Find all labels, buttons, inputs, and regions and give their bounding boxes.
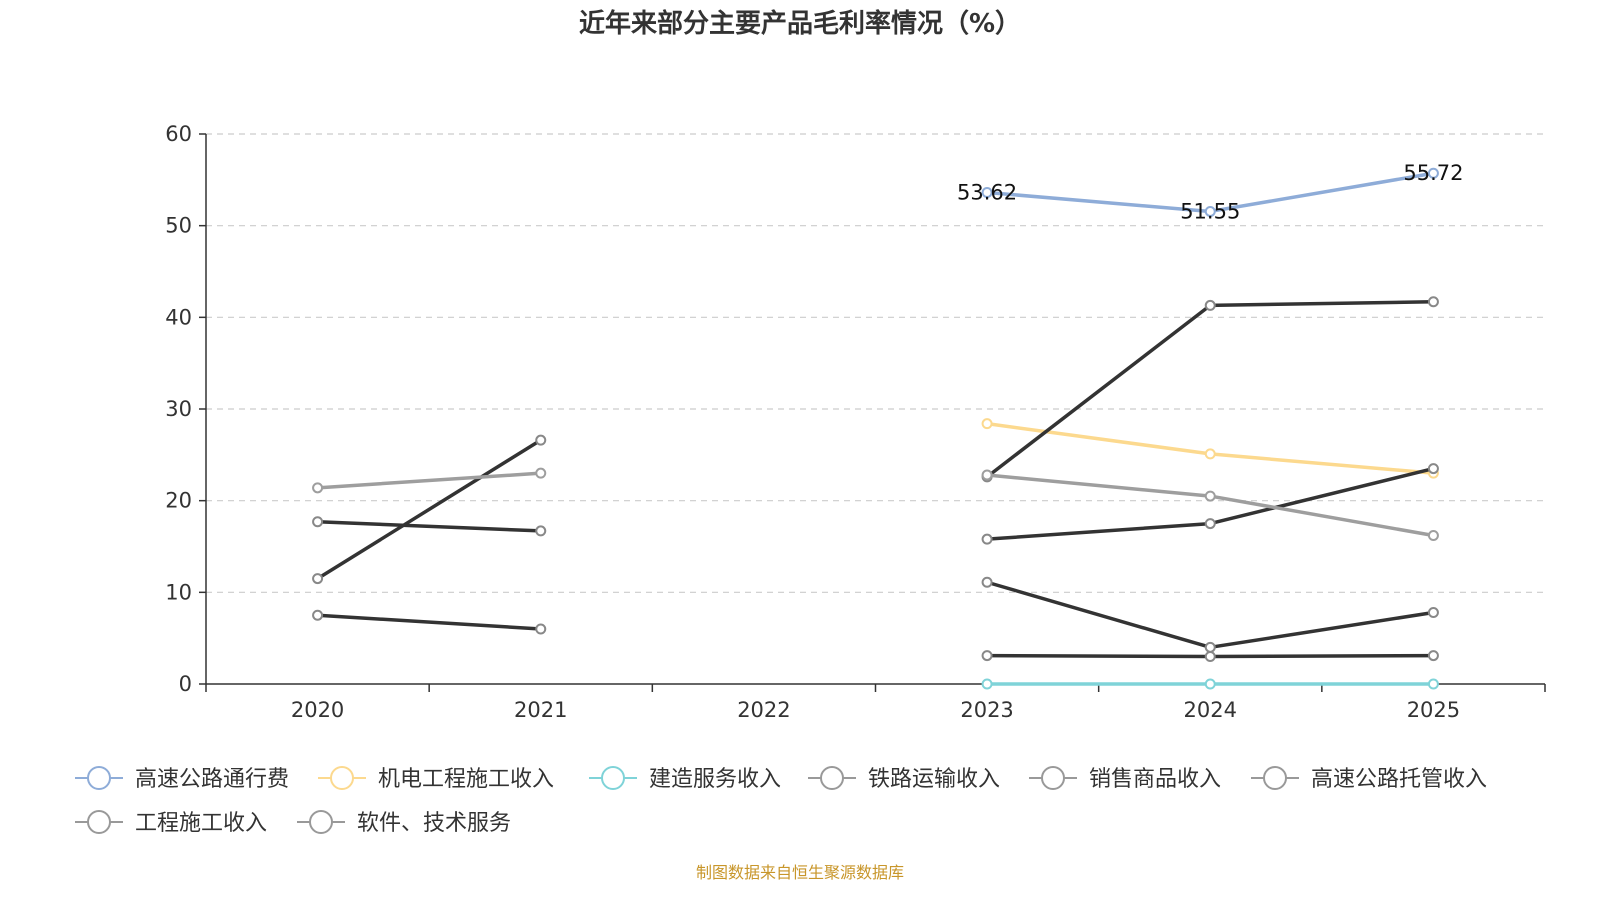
legend-item-7[interactable]: 软件、技术服务	[297, 810, 511, 836]
data-point[interactable]	[1427, 296, 1439, 308]
series-line	[315, 471, 543, 490]
data-point[interactable]	[1204, 678, 1216, 690]
y-tick-label: 60	[165, 122, 192, 146]
grid	[206, 133, 1545, 593]
data-point[interactable]	[312, 482, 324, 494]
series-2	[981, 678, 1439, 690]
legend-label: 高速公路托管收入	[1311, 767, 1487, 792]
data-point[interactable]	[981, 533, 993, 545]
data-point[interactable]	[535, 434, 547, 446]
legend-marker-icon	[309, 810, 333, 834]
legend-marker-icon	[1263, 766, 1287, 790]
series-line	[315, 438, 543, 581]
x-tick-label: 2025	[1407, 698, 1460, 722]
data-point[interactable]	[981, 650, 993, 662]
legend-label: 软件、技术服务	[357, 811, 511, 836]
legend-item-3[interactable]: 铁路运输收入	[808, 766, 1000, 792]
data-point[interactable]	[312, 609, 324, 621]
data-point[interactable]	[312, 573, 324, 585]
data-point[interactable]	[535, 525, 547, 537]
data-point[interactable]	[981, 418, 993, 430]
data-point[interactable]	[1427, 650, 1439, 662]
data-point[interactable]	[1204, 651, 1216, 662]
y-tick-label: 30	[165, 397, 192, 421]
data-point[interactable]	[1427, 607, 1439, 618]
data-label: 51.55	[1180, 199, 1240, 223]
series-line	[315, 613, 543, 631]
series-5	[312, 576, 1439, 653]
data-labels: 53.62 51.55 55.72	[957, 161, 1463, 223]
x-tick-label: 2024	[1184, 698, 1237, 722]
legend-marker-icon	[87, 766, 111, 790]
legend-item-6[interactable]: 工程施工收入	[75, 810, 267, 836]
data-point[interactable]	[1204, 448, 1216, 460]
series-0	[981, 167, 1439, 217]
legend-label: 销售商品收入	[1089, 767, 1221, 792]
data-point[interactable]	[535, 623, 547, 635]
legend-item-2[interactable]: 建造服务收入	[589, 766, 781, 792]
legend-label: 机电工程施工收入	[378, 767, 554, 792]
legend-item-1[interactable]: 机电工程施工收入	[318, 766, 554, 792]
x-tick-label: 2022	[737, 698, 790, 722]
legend[interactable]: 高速公路通行费 机电工程施工收入 建造服务收入 铁路运输收入 销售商品收入 高速公路托管收…	[75, 766, 1487, 836]
y-tick-label: 40	[165, 305, 192, 329]
series-7	[981, 650, 1439, 662]
series-3	[312, 296, 1439, 585]
data-point[interactable]	[981, 186, 993, 198]
data-label: 53.62	[957, 180, 1017, 204]
data-point[interactable]	[1427, 530, 1439, 541]
data-point[interactable]	[1427, 678, 1439, 690]
legend-item-0[interactable]: 高速公路通行费	[75, 766, 289, 792]
legend-marker-icon	[1041, 766, 1065, 790]
series-6	[312, 467, 1439, 541]
y-tick-label: 20	[165, 489, 192, 513]
legend-item-5[interactable]: 高速公路托管收入	[1251, 766, 1487, 792]
data-point[interactable]	[535, 467, 547, 479]
legend-marker-icon	[330, 766, 354, 790]
axes: 0 10 20 30 40 50 60 2020 2021 2022 2023 2024 2025	[165, 122, 1546, 722]
legend-label: 铁路运输收入	[868, 767, 1000, 792]
data-point[interactable]	[1204, 518, 1216, 530]
series-4	[312, 463, 1439, 545]
data-point[interactable]	[1427, 463, 1439, 475]
data-point[interactable]	[312, 516, 324, 528]
series-layer	[312, 167, 1439, 690]
data-point[interactable]	[1204, 299, 1216, 311]
data-point[interactable]	[981, 469, 993, 481]
legend-item-4[interactable]: 销售商品收入	[1029, 766, 1221, 792]
x-tick-label: 2020	[291, 698, 344, 722]
data-point[interactable]	[981, 678, 993, 690]
x-tick-label: 2021	[514, 698, 567, 722]
source-note: 制图数据来自恒生聚源数据库	[696, 863, 904, 882]
legend-label: 工程施工收入	[135, 811, 267, 836]
y-tick-label: 0	[179, 672, 192, 696]
data-point[interactable]	[1204, 490, 1216, 502]
legend-marker-icon	[87, 810, 111, 834]
data-point[interactable]	[1204, 205, 1216, 217]
x-tick-label: 2023	[960, 698, 1013, 722]
legend-marker-icon	[820, 766, 844, 790]
series-line	[315, 520, 543, 533]
legend-label: 高速公路通行费	[135, 767, 289, 792]
legend-label: 建造服务收入	[649, 767, 781, 792]
data-point[interactable]	[1427, 167, 1439, 179]
y-tick-label: 10	[165, 580, 192, 604]
y-tick-label: 50	[165, 214, 192, 238]
data-point[interactable]	[1204, 641, 1216, 653]
data-point[interactable]	[981, 576, 993, 588]
data-label: 55.72	[1403, 161, 1463, 185]
chart-title: 近年来部分主要产品毛利率情况（%）	[579, 8, 1021, 39]
legend-marker-icon	[601, 766, 625, 790]
